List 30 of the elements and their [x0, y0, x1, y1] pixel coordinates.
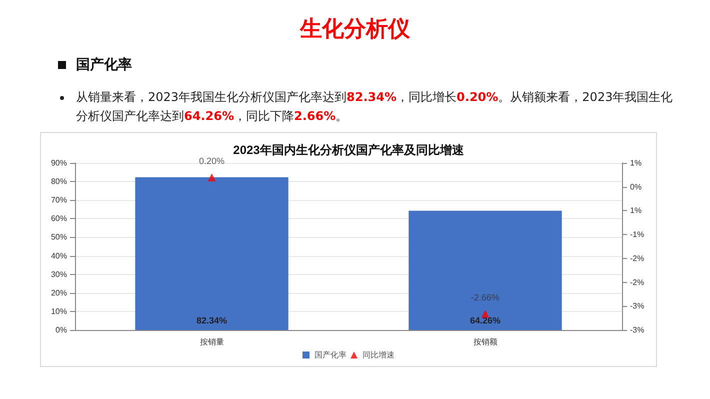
y-tick-label: 80% — [50, 177, 67, 186]
data-label: 82.34% — [196, 316, 228, 326]
text: 国产化率 — [76, 57, 132, 73]
data-label: 64.26% — [470, 316, 501, 326]
y2-tick-label: -3% — [630, 302, 644, 311]
y-tick-label: 50% — [50, 232, 67, 242]
y-tick-label: 30% — [50, 270, 67, 279]
legend-label: 国产化率 — [314, 350, 346, 360]
chart-title: 2023年国内生化分析仪国产化率及同比增速 — [233, 143, 465, 157]
y2-tick-label: -2% — [630, 278, 644, 287]
y2-tick-label: -1% — [630, 230, 644, 240]
y-tick-label: 70% — [50, 196, 67, 205]
y-tick-label: 90% — [50, 158, 67, 168]
legend-label: 同比增速 — [362, 350, 394, 360]
y-tick-label: 60% — [50, 214, 67, 224]
y-tick-label: 20% — [50, 288, 67, 298]
y2-tick-label: 1% — [630, 206, 642, 216]
y2-tick-label: 0% — [630, 182, 642, 192]
x-tick-label: 按销量 — [200, 338, 224, 346]
data-label: 0.20% — [198, 156, 225, 166]
y2-tick-label: -3% — [630, 326, 644, 334]
y-tick-label: 40% — [50, 251, 67, 260]
x-tick-label: 按销额 — [473, 338, 498, 346]
y-tick-label: 0% — [55, 326, 67, 334]
text: 生化分析仪 — [298, 16, 411, 44]
y2-tick-label: -2% — [630, 254, 644, 263]
text: 从销量来看，2023年我国生化分析仪国产化率达到82.34%，同比增长0.20%。从销额来看，2023年我国生化分析仪国产化率达到64.26%，同比下降2.66%。 — [76, 90, 673, 123]
y-tick-label: 10% — [50, 306, 67, 316]
data-label: -2.66% — [470, 292, 500, 302]
y2-tick-label: 1% — [630, 158, 642, 168]
